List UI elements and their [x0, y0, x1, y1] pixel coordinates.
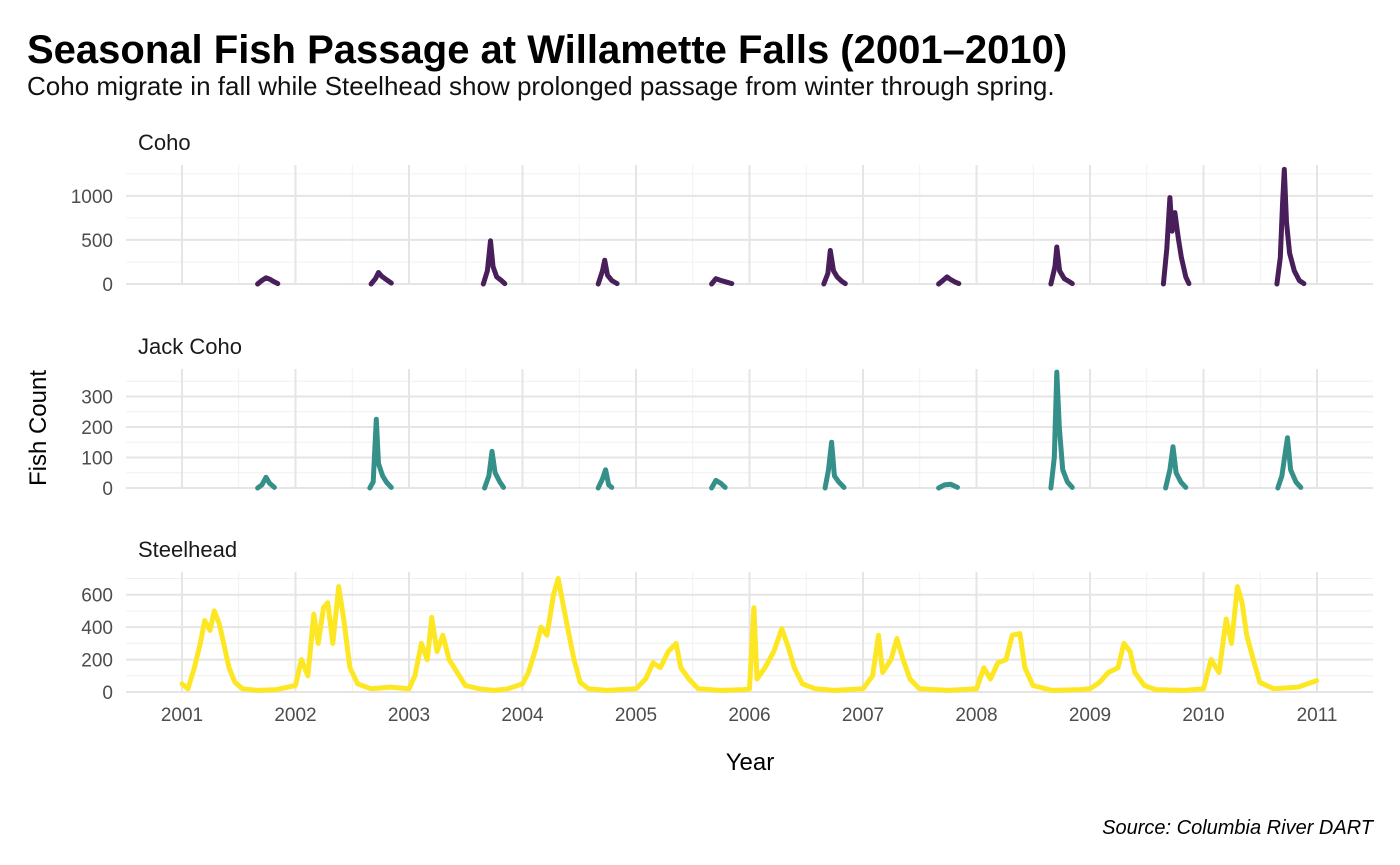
y-tick-label: 400: [81, 618, 113, 639]
series-line-coho: [255, 166, 1307, 287]
y-tick-label: 600: [81, 586, 113, 607]
x-tick-label: 2008: [955, 705, 997, 726]
x-tick-label: 2007: [842, 705, 884, 726]
facet-panel-jack-coho: 0 100 200 300 Jack Coho: [81, 334, 1373, 500]
x-axis-title: Year: [726, 749, 775, 776]
y-tick-label: 0: [102, 275, 113, 296]
x-axis: 2001 2002 2003 2004 2005 2006 2007 2008 2009 2010…: [161, 705, 1338, 726]
facet-panel-steelhead: 0 200 400 600 Steelhead: [81, 537, 1373, 704]
y-tick-label: 200: [81, 418, 113, 439]
y-tick-label: 300: [81, 387, 113, 408]
y-tick-label: 100: [81, 448, 113, 469]
chart-title: Seasonal Fish Passage at Willamette Fall…: [27, 28, 1067, 72]
facet-label: Jack Coho: [138, 334, 242, 359]
chart-caption: Source: Columbia River DART: [1102, 817, 1375, 839]
y-tick-label: 1000: [71, 187, 113, 208]
chart-subtitle: Coho migrate in fall while Steelhead sho…: [27, 71, 1055, 101]
facet-panel-coho: 0 500 1000 Coho: [71, 130, 1373, 296]
series-line-steelhead: [179, 576, 1320, 693]
y-tick-label: 0: [102, 683, 113, 704]
x-tick-label: 2009: [1069, 705, 1111, 726]
y-tick-label: 200: [81, 651, 113, 672]
x-tick-label: 2006: [728, 705, 770, 726]
facet-panels: 0 500 1000 Coho 0 100 200 300 Jack Coho 0 200 400 60…: [71, 130, 1373, 704]
y-tick-label: 0: [102, 479, 113, 500]
x-tick-label: 2010: [1182, 705, 1224, 726]
x-tick-label: 2003: [388, 705, 430, 726]
y-tick-label: 500: [81, 231, 113, 252]
facet-label: Coho: [138, 130, 191, 155]
x-tick-label: 2002: [274, 705, 316, 726]
series-line-jack-coho: [255, 369, 1304, 491]
x-tick-label: 2005: [615, 705, 657, 726]
facet-label: Steelhead: [138, 537, 237, 562]
x-tick-label: 2011: [1297, 705, 1338, 726]
y-axis-title: Fish Count: [25, 370, 52, 486]
x-tick-label: 2004: [501, 705, 544, 726]
x-tick-label: 2001: [161, 705, 203, 726]
